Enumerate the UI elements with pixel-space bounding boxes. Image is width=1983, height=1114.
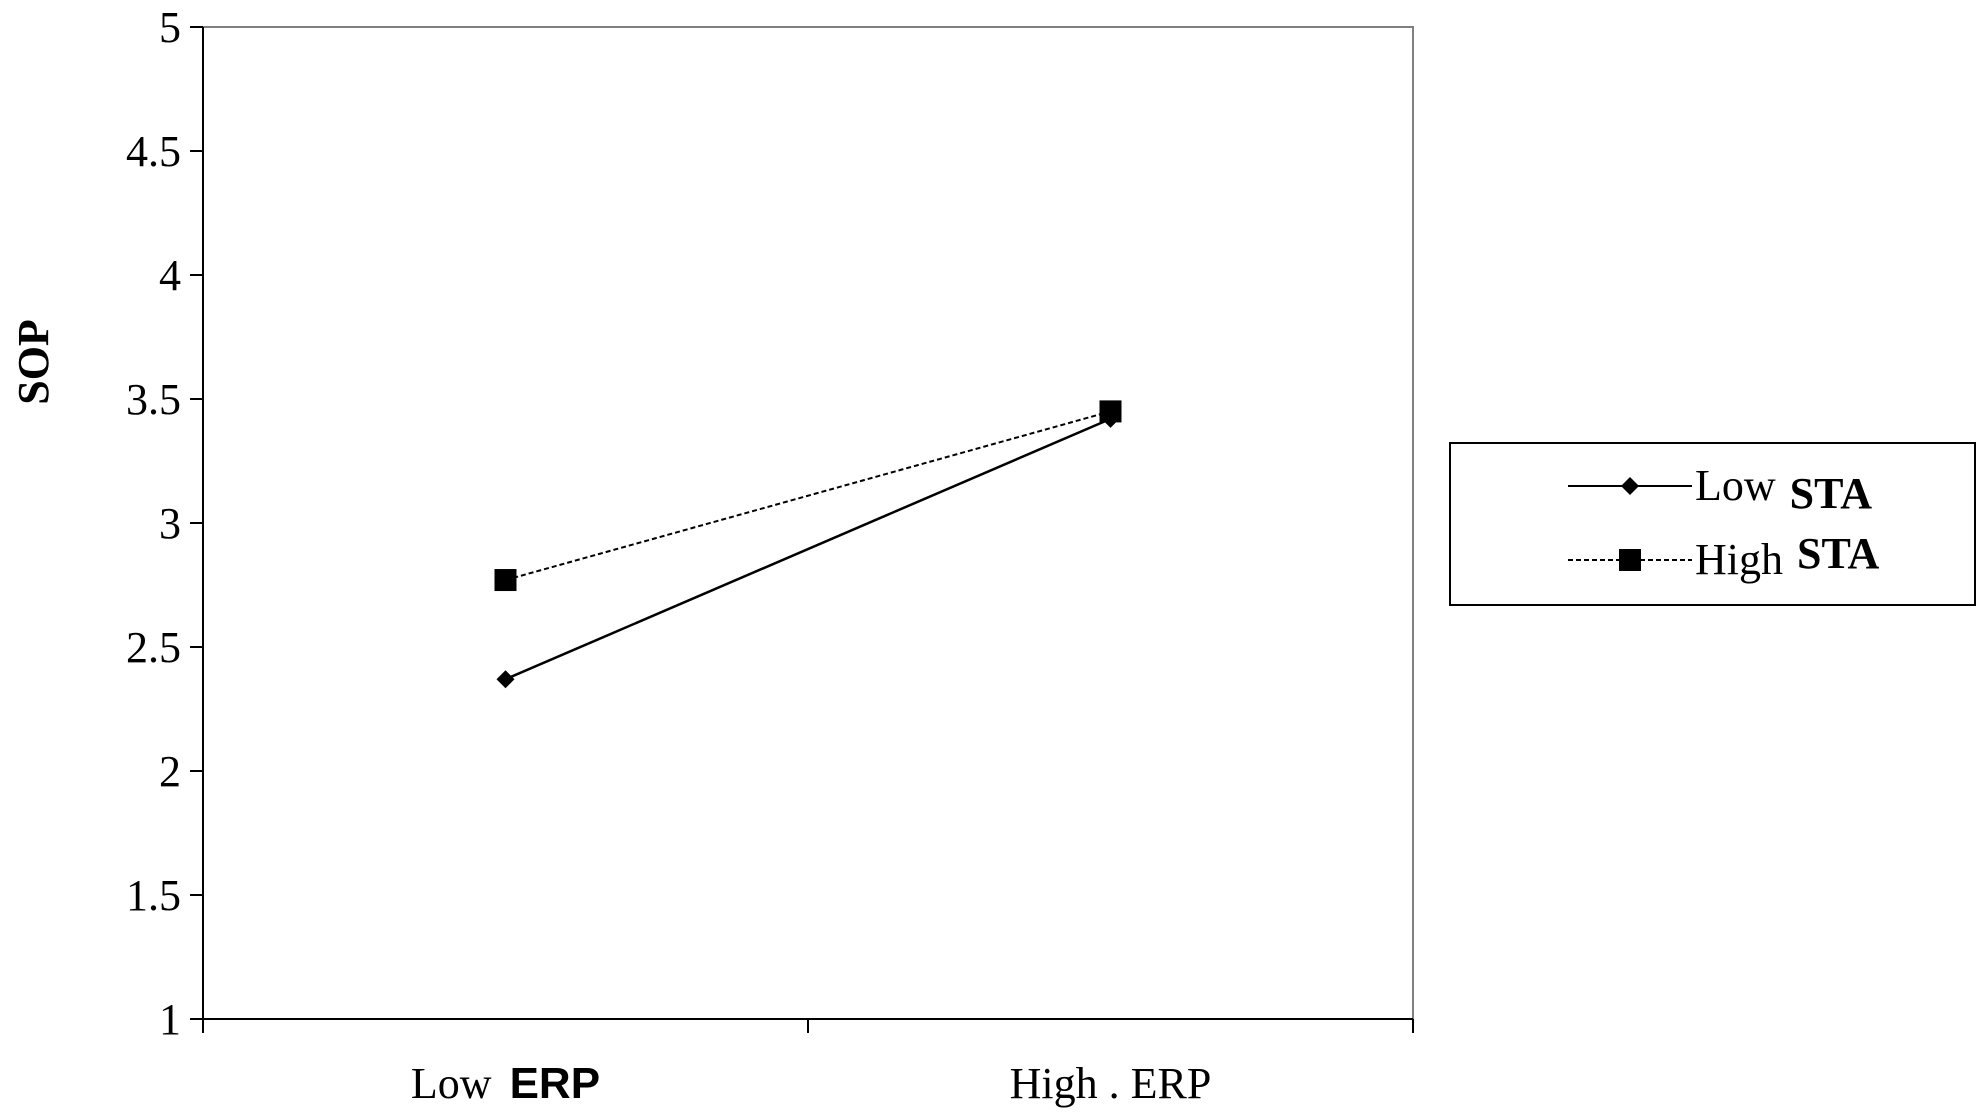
y-tick-label: 2.5	[126, 623, 181, 672]
legend-item: High STA	[1568, 529, 1880, 584]
legend-item: Low STA	[1568, 461, 1872, 518]
x-tick-label-text: Low	[411, 1059, 492, 1108]
data-point	[496, 670, 515, 689]
legend-box	[1449, 442, 1976, 606]
y-tick-label: 3	[159, 499, 181, 548]
series-0	[496, 409, 1120, 689]
plot-area	[202, 26, 1414, 1020]
y-tick-label: 5	[159, 3, 181, 52]
series-line	[505, 410, 1111, 582]
legend-label: Low STA	[1695, 461, 1872, 518]
y-tick-label: 4.5	[126, 127, 181, 176]
y-tick-label: 4	[159, 251, 181, 300]
series-line	[505, 417, 1111, 681]
legend-marker	[1621, 477, 1639, 495]
legend-label: High STA	[1695, 529, 1880, 584]
legend-label-text: High	[1695, 535, 1783, 584]
legend-marker	[1619, 549, 1641, 571]
x-axis: Low ERP High . ERP	[202, 1019, 1414, 1108]
x-tick-label: High . ERP	[1010, 1059, 1212, 1108]
x-tick-label-text: High . ERP	[1010, 1059, 1212, 1108]
data-point	[1099, 400, 1122, 423]
series-layer	[494, 400, 1122, 689]
y-axis: 1 1.5 2 2.5 3 3.5 4 4.5 5	[126, 3, 203, 1044]
plot-border	[202, 26, 1414, 1020]
legend-label-bold: STA	[1797, 529, 1880, 578]
legend-label-text: Low	[1695, 461, 1776, 510]
y-axis-label: SOP	[9, 319, 58, 405]
x-tick-label-bold: ERP	[510, 1059, 600, 1108]
y-tick-label: 1.5	[126, 871, 181, 920]
y-tick-label: 3.5	[126, 375, 181, 424]
series-1	[494, 400, 1122, 592]
y-tick-label: 2	[159, 747, 181, 796]
legend-label-bold: STA	[1790, 469, 1873, 518]
x-tick-label: Low ERP	[411, 1059, 600, 1108]
data-point	[494, 569, 517, 592]
y-tick-label: 1	[159, 995, 181, 1044]
